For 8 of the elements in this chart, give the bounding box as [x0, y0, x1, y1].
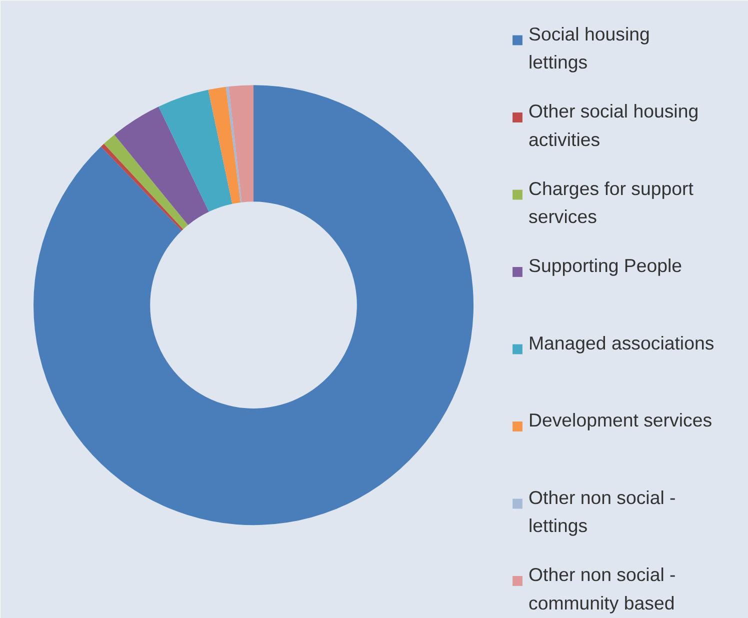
legend-label: Development services	[528, 410, 712, 431]
legend-label: Social housing lettings	[528, 23, 650, 73]
legend-label: Supporting People	[528, 255, 682, 276]
legend-label: Other non social - lettings	[528, 486, 676, 536]
legend-label: Managed associations	[528, 332, 714, 354]
legend-label: Other non social - community based	[528, 564, 676, 614]
legend-label: Charges for support services	[528, 178, 694, 228]
legend-label: Other social housing activities	[528, 100, 699, 150]
